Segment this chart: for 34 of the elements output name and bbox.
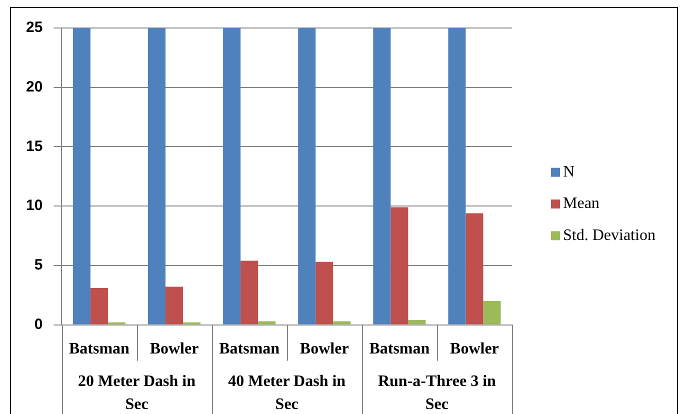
bar [373, 28, 391, 324]
y-tick-label: 20 [26, 78, 43, 96]
bar [258, 321, 276, 324]
bar [298, 28, 316, 324]
y-tick-label: 5 [34, 256, 43, 274]
y-tick-label: 0 [34, 316, 43, 333]
y-tick-label: 15 [26, 138, 43, 155]
x-tick-label: Batsman [369, 340, 430, 358]
bar [483, 301, 501, 324]
bar [148, 28, 166, 324]
bar [448, 28, 466, 324]
legend-label: N [563, 164, 575, 181]
text: Run-a-Three 3 in Sec [378, 372, 496, 413]
legend-label: Std. Deviation [563, 226, 656, 244]
bar [72, 28, 90, 324]
bar [166, 286, 184, 324]
x-tick-label: Bowler [150, 340, 199, 358]
x-tick-label: Batsman [68, 340, 130, 358]
y-tick-label: 25 [26, 19, 43, 36]
legend-label: Mean [563, 195, 600, 212]
x-tick-label: Bowler [450, 340, 499, 358]
text: 40 Meter Dash in Sec [228, 372, 346, 413]
x-tick-label: Batsman [219, 340, 280, 358]
text: 20 Meter Dash in Sec [78, 372, 196, 413]
bar [390, 207, 408, 324]
x-tick-label: Bowler [300, 340, 349, 358]
bar [408, 320, 426, 324]
bar [333, 321, 351, 324]
y-tick-label: 10 [26, 197, 43, 214]
bar [240, 260, 258, 324]
bar [223, 28, 241, 324]
bar [466, 213, 484, 324]
bar [90, 288, 108, 324]
bar [316, 262, 334, 324]
